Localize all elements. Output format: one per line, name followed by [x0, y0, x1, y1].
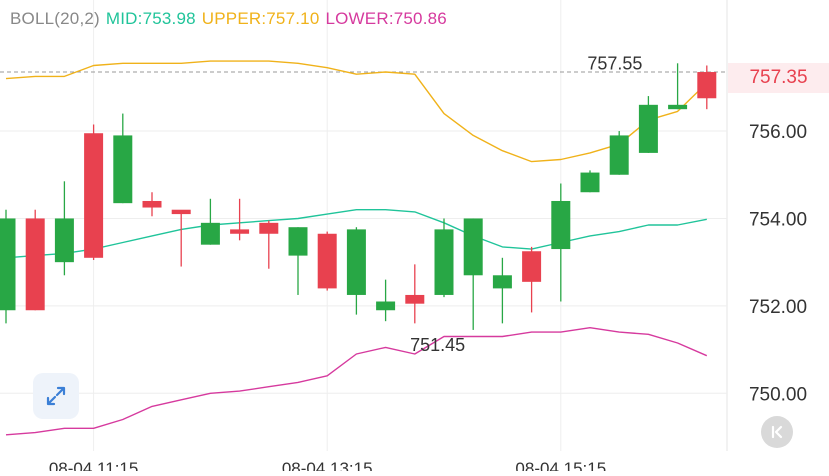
candle-body: [0, 218, 16, 311]
y-tick-label: 756.00: [749, 122, 807, 143]
candle-body: [200, 222, 220, 245]
boll-mid-line: [5, 208, 707, 259]
scroll-to-latest-button[interactable]: [761, 416, 793, 448]
y-tick-label: 754.00: [749, 209, 807, 230]
candle[interactable]: [522, 246, 542, 313]
axes: 756.00 754.00 752.00 750.00 08-04 11:15 08-04…: [49, 122, 807, 476]
candle-body: [113, 135, 133, 204]
x-tick-label: 08-04 13:15: [282, 459, 373, 471]
candle-body: [142, 200, 162, 208]
low-price-label: 751.45: [410, 335, 465, 355]
candles: [0, 63, 717, 330]
candle-body: [171, 209, 191, 215]
candle-body: [54, 218, 74, 263]
candle-body: [668, 104, 688, 110]
candle-body: [376, 301, 396, 311]
candle[interactable]: [434, 218, 454, 298]
candle[interactable]: [697, 65, 717, 110]
boll-lower-value: LOWER:750.86: [325, 9, 447, 28]
candle-body: [405, 294, 425, 304]
candle-body: [84, 133, 104, 258]
current-price-value: 757.35: [749, 67, 808, 88]
candle[interactable]: [259, 220, 279, 269]
candle[interactable]: [84, 124, 104, 260]
candle[interactable]: [346, 227, 366, 315]
x-tick-label: 08-04 11:15: [49, 459, 138, 471]
candle-body: [697, 72, 717, 99]
candle-body: [230, 229, 250, 234]
high-price-label: 757.55: [587, 53, 642, 73]
bollinger-bands: [5, 60, 708, 436]
boll-legend: BOLL(20,2) MID:753.98 UPPER:757.10 LOWER:75…: [10, 9, 453, 29]
candle-body: [259, 222, 279, 234]
candle[interactable]: [638, 96, 658, 153]
candle[interactable]: [376, 279, 396, 322]
boll-upper-value: UPPER:757.10: [201, 9, 320, 28]
boll-lower-line: [5, 327, 708, 436]
chevron-right-bar-icon: [771, 425, 783, 439]
x-tick-label: 08-04 15:15: [515, 459, 606, 471]
candle-body: [522, 251, 542, 282]
candle[interactable]: [317, 231, 337, 291]
candle[interactable]: [54, 181, 74, 276]
boll-mid-value: MID:753.98: [105, 9, 196, 28]
y-tick-label: 752.00: [749, 297, 807, 318]
candle-body: [492, 275, 512, 289]
candle[interactable]: [0, 209, 16, 324]
candle-body: [463, 218, 483, 276]
candle[interactable]: [113, 113, 133, 204]
current-price-tag: 757.35: [728, 63, 829, 93]
candle[interactable]: [405, 264, 425, 324]
candle-body: [638, 104, 658, 153]
candle-body: [288, 227, 308, 256]
candle[interactable]: [25, 209, 45, 311]
candle[interactable]: [492, 257, 512, 324]
annotations: 757.55 751.45: [410, 53, 642, 355]
boll-upper-line: [5, 60, 708, 163]
candle[interactable]: [230, 198, 250, 241]
y-tick-label: 750.00: [749, 384, 807, 405]
candle-body: [317, 233, 337, 289]
candle-body: [580, 172, 600, 193]
candle-body: [25, 218, 45, 311]
candle-body: [346, 229, 366, 295]
candle-body: [609, 135, 629, 175]
candle[interactable]: [142, 192, 162, 217]
expand-arrows-icon: [46, 386, 66, 406]
candle[interactable]: [463, 218, 483, 330]
candle[interactable]: [668, 63, 688, 110]
candle[interactable]: [288, 227, 308, 295]
candle[interactable]: [609, 131, 629, 175]
candle-body: [434, 229, 454, 295]
candle[interactable]: [171, 209, 191, 267]
boll-label: BOLL(20,2): [10, 9, 100, 28]
candle[interactable]: [580, 170, 600, 193]
expand-chart-button[interactable]: [33, 373, 79, 419]
candle-body: [551, 200, 571, 250]
candle[interactable]: [200, 198, 220, 245]
candle[interactable]: [551, 183, 571, 302]
